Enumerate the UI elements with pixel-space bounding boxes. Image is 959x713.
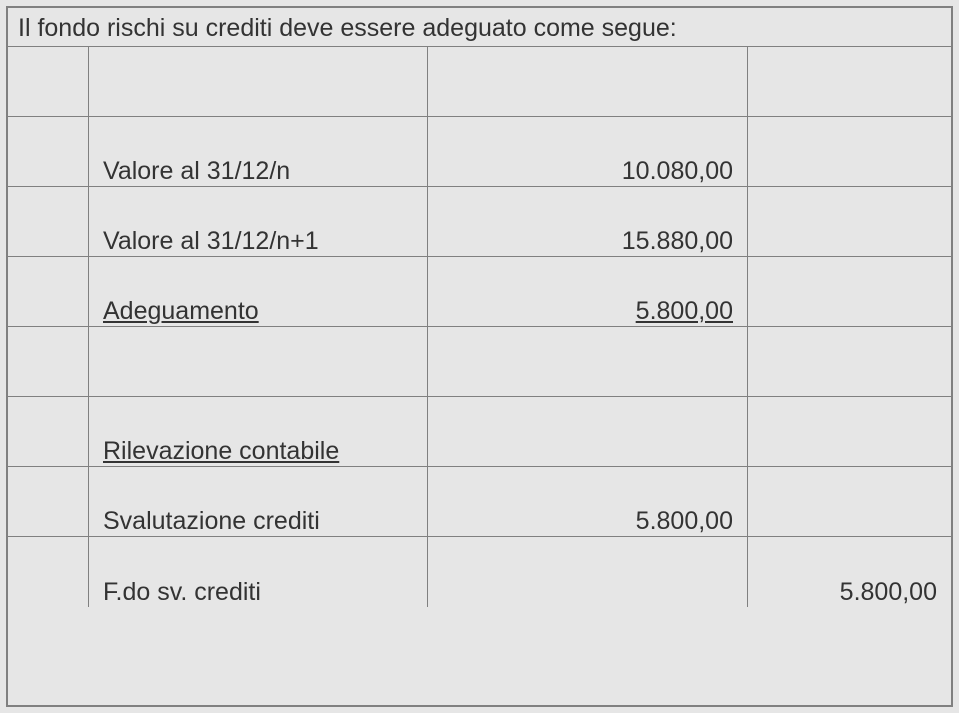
cell-right — [748, 187, 951, 256]
label-text: Svalutazione crediti — [103, 507, 320, 536]
table-row: Valore al 31/12/n+1 15.880,00 — [8, 187, 951, 257]
cell-value: 15.880,00 — [428, 187, 748, 256]
table-title-row: Il fondo rischi su crediti deve essere a… — [8, 8, 951, 47]
table-row: F.do sv. crediti 5.800,00 — [8, 537, 951, 607]
cell-value — [428, 537, 748, 607]
row-spacer — [8, 257, 88, 326]
cell-right — [748, 47, 951, 116]
cell-right — [748, 117, 951, 186]
cell-label: Valore al 31/12/n+1 — [88, 187, 428, 256]
cell-value — [428, 47, 748, 116]
row-spacer — [8, 397, 88, 466]
table-row: Svalutazione crediti 5.800,00 — [8, 467, 951, 537]
row-spacer — [8, 467, 88, 536]
row-spacer — [8, 327, 88, 396]
cell-label: F.do sv. crediti — [88, 537, 428, 607]
label-text: Rilevazione contabile — [103, 437, 339, 466]
cell-value: 5.800,00 — [428, 467, 748, 536]
cell-label: Svalutazione crediti — [88, 467, 428, 536]
table-row: Adeguamento 5.800,00 — [8, 257, 951, 327]
cell-value: 10.080,00 — [428, 117, 748, 186]
table-row — [8, 47, 951, 117]
cell-value — [428, 397, 748, 466]
table-title: Il fondo rischi su crediti deve essere a… — [18, 14, 677, 42]
label-text: F.do sv. crediti — [103, 578, 261, 607]
cell-value — [428, 327, 748, 396]
row-spacer — [8, 537, 88, 607]
table-row: Valore al 31/12/n 10.080,00 — [8, 117, 951, 187]
row-spacer — [8, 47, 88, 116]
cell-right — [748, 257, 951, 326]
value-text: 15.880,00 — [622, 227, 733, 256]
cell-label: Rilevazione contabile — [88, 397, 428, 466]
value-text: 5.800,00 — [636, 297, 733, 326]
table-row — [8, 327, 951, 397]
label-text: Valore al 31/12/n+1 — [103, 227, 319, 256]
cell-right — [748, 467, 951, 536]
value-text: 10.080,00 — [622, 157, 733, 186]
cell-right — [748, 327, 951, 396]
cell-label: Adeguamento — [88, 257, 428, 326]
table-sheet: Il fondo rischi su crediti deve essere a… — [6, 6, 953, 707]
cell-label: Valore al 31/12/n — [88, 117, 428, 186]
cell-value: 5.800,00 — [428, 257, 748, 326]
cell-right: 5.800,00 — [748, 537, 951, 607]
right-text: 5.800,00 — [840, 578, 937, 607]
cell-label — [88, 47, 428, 116]
row-spacer — [8, 187, 88, 256]
label-text: Valore al 31/12/n — [103, 157, 290, 186]
cell-label — [88, 327, 428, 396]
cell-right — [748, 397, 951, 466]
value-text: 5.800,00 — [636, 507, 733, 536]
label-text: Adeguamento — [103, 297, 259, 326]
table-row: Rilevazione contabile — [8, 397, 951, 467]
row-spacer — [8, 117, 88, 186]
